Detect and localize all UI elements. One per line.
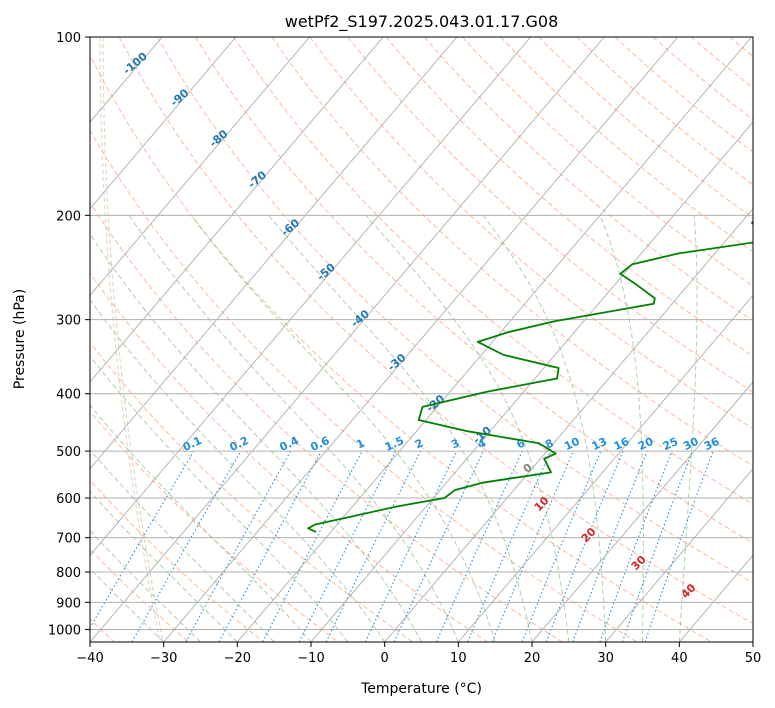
dry-adiabat-line <box>90 479 264 642</box>
moist-adiabat-line <box>268 215 533 642</box>
isotherm-line <box>90 37 310 297</box>
mixing-ratio-label: 30 <box>681 435 701 453</box>
isotherm-line <box>90 37 531 557</box>
background-arc-line <box>99 37 161 642</box>
y-tick-label: 1000 <box>48 623 81 638</box>
isotherm-line <box>90 37 458 470</box>
dry-adiabat-line <box>156 37 753 584</box>
chart-title: wetPf2_S197.2025.043.01.17.G08 <box>285 12 559 32</box>
dry-adiabat-line <box>90 272 488 642</box>
x-tick-label: 50 <box>745 651 762 666</box>
x-tick-label: −10 <box>297 651 324 666</box>
mixing-ratio-label: 10 <box>562 435 582 453</box>
y-tick-label: 800 <box>56 566 81 581</box>
dry-adiabat-line <box>118 37 753 625</box>
isotherm-line <box>163 37 679 642</box>
moist-adiabat-line <box>90 299 386 642</box>
y-tick-label: 100 <box>56 31 81 46</box>
mixing-ratio-line <box>325 450 422 642</box>
y-tick-label: 900 <box>56 596 81 611</box>
dry-adiabat-line <box>90 53 712 642</box>
mixing-ratio-label: 20 <box>636 435 656 453</box>
dry-adiabat-line <box>90 129 638 642</box>
moist-adiabat-line <box>90 355 349 642</box>
x-tick-label: 40 <box>671 651 688 666</box>
moist-adiabat-line <box>90 233 422 642</box>
mixing-ratio-line <box>521 450 602 642</box>
mixing-ratio-label: 36 <box>702 435 722 453</box>
dry-adiabat-line <box>309 37 753 430</box>
y-tick-label: 600 <box>56 492 81 507</box>
y-tick-label: 400 <box>56 388 81 403</box>
mixing-ratio-line <box>545 450 624 642</box>
moist-adiabat-line <box>90 449 275 642</box>
x-tick-label: −40 <box>76 651 103 666</box>
x-tick-label: 0 <box>381 651 389 666</box>
y-tick-label: 200 <box>56 209 81 224</box>
x-tick-label: 10 <box>450 651 467 666</box>
mixing-ratio-line <box>621 450 693 642</box>
y-tick-label: 300 <box>56 314 81 329</box>
moist-adiabat-line <box>365 215 570 642</box>
isotherm-line <box>236 37 752 642</box>
dry-adiabat-line <box>271 37 753 467</box>
moist-adiabat-line <box>90 404 312 642</box>
x-tick-label: 30 <box>597 651 614 666</box>
mixing-ratio-line <box>435 450 523 642</box>
mixing-ratio-line <box>218 450 322 642</box>
mixing-ratio-label: 16 <box>612 435 632 453</box>
mixing-ratio-line <box>467 450 552 642</box>
dry-adiabat-line <box>233 37 753 505</box>
plot-frame <box>89 36 754 643</box>
isotherm-line <box>310 121 753 642</box>
mixing-ratio-label: 13 <box>590 435 609 453</box>
x-tick-label: −30 <box>150 651 177 666</box>
y-tick-label: 700 <box>56 532 81 547</box>
background-arc-line <box>102 37 164 642</box>
moist-adiabat-line <box>190 215 496 642</box>
x-tick-label: 20 <box>524 651 541 666</box>
dewpoint-profile-line <box>307 220 753 533</box>
mixing-ratio-label: 25 <box>661 435 680 453</box>
isotherm-line <box>90 37 605 642</box>
moist-adiabat-line <box>90 490 238 642</box>
dry-adiabat-line <box>195 37 753 544</box>
y-tick-label: 500 <box>56 445 81 460</box>
moist-adiabat-line <box>128 215 459 642</box>
mixing-ratio-line <box>185 450 292 642</box>
mixing-ratio-line <box>599 450 673 642</box>
moist-adiabat-line <box>678 215 698 642</box>
isotherm-line <box>384 207 753 642</box>
mixing-ratio-line <box>572 450 648 642</box>
isotherm-line <box>90 37 237 210</box>
moist-adiabat-line <box>599 215 644 642</box>
dry-adiabat-line <box>90 201 563 642</box>
x-axis-label: Temperature (°C) <box>360 681 482 697</box>
isotherm-line <box>605 467 753 642</box>
mixing-ratio-line <box>644 450 714 642</box>
x-tick-label: −20 <box>224 651 251 666</box>
mixing-ratio-line <box>298 450 397 642</box>
isotherm-line <box>90 37 384 383</box>
y-axis-label: Pressure (hPa) <box>12 289 28 389</box>
isotherm-line <box>531 381 753 642</box>
isotherm-line <box>457 294 753 642</box>
dry-adiabat-line <box>90 410 339 642</box>
dry-adiabat-line <box>347 37 753 393</box>
